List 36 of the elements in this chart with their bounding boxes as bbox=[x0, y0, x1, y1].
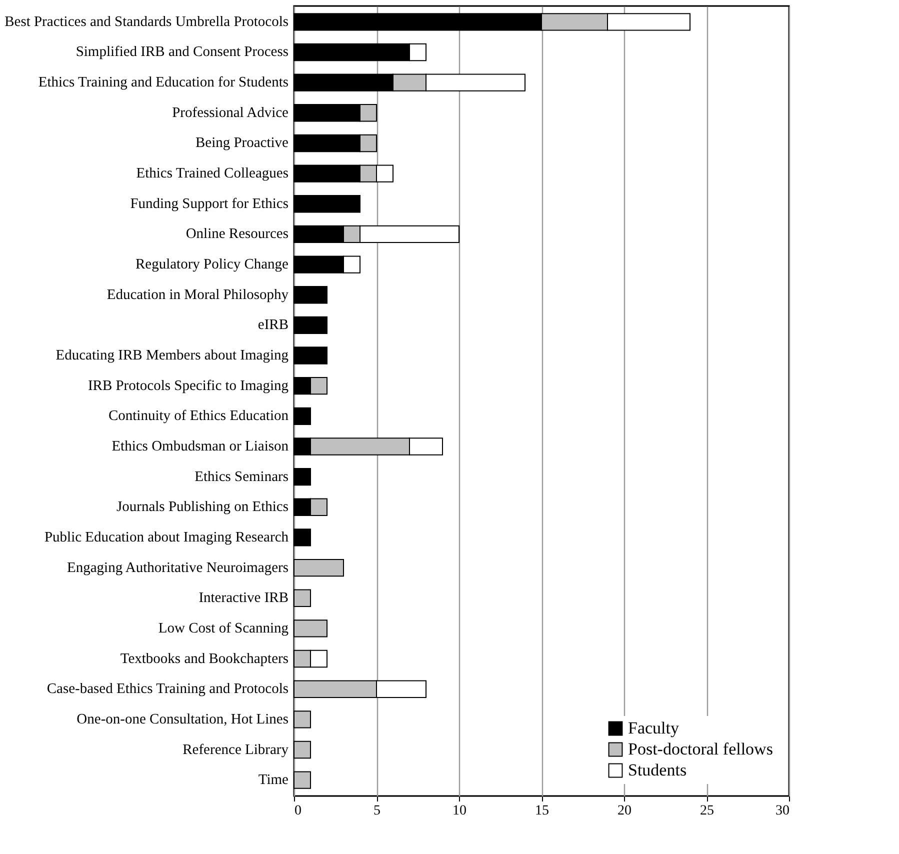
x-tick-label: 0 bbox=[294, 804, 302, 818]
y-tick-label: eIRB bbox=[258, 317, 288, 334]
y-tick-label: Interactive IRB bbox=[198, 590, 288, 606]
y-tick-label: Continuity of Ethics Education bbox=[108, 408, 290, 424]
y-tick-label: Funding Support for Ethics bbox=[130, 196, 289, 212]
legend-label: Students bbox=[628, 760, 687, 780]
y-tick-label: IRB Protocols Specific to Imaging bbox=[88, 378, 288, 394]
x-tick-label: 25 bbox=[700, 804, 714, 818]
y-tick-label: Best Practices and Standards Umbrella Protocols bbox=[4, 14, 289, 30]
y-tick-label: Regulatory Policy Change bbox=[135, 256, 288, 273]
x-tick-label: 10 bbox=[452, 804, 466, 818]
y-tick-label: Public Education about Imaging Research bbox=[44, 529, 290, 546]
y-tick-label: Educating IRB Members about Imaging bbox=[56, 348, 288, 364]
y-tick-label: Education in Moral Philosophy bbox=[106, 286, 290, 303]
x-tick-label: 30 bbox=[776, 804, 790, 818]
y-tick-label: One-on-one Consultation, Hot Lines bbox=[76, 711, 289, 728]
x-tick-label: 20 bbox=[618, 804, 632, 818]
y-tick-label: Being Proactive bbox=[195, 135, 288, 152]
y-tick-label: Reference Library bbox=[182, 742, 290, 758]
y-tick-label: Low Cost of Scanning bbox=[158, 620, 288, 636]
y-tick-label: Ethics Trained Colleagues bbox=[136, 166, 289, 182]
y-tick-label: Journals Publishing on Ethics bbox=[116, 499, 289, 516]
y-tick-label: Professional Advice bbox=[172, 104, 288, 121]
y-tick-label: Ethics Ombudsman or Liaison bbox=[112, 438, 290, 454]
y-tick-label: Ethics Seminars bbox=[194, 468, 289, 485]
y-tick-label: Case-based Ethics Training and Protocols bbox=[46, 681, 289, 698]
y-tick-label: Simplified IRB and Consent Process bbox=[76, 44, 289, 60]
legend-label: Post-doctoral fellows bbox=[628, 740, 773, 758]
x-tick-label: 5 bbox=[374, 804, 380, 818]
y-tick-label: Textbooks and Bookchapters bbox=[120, 650, 289, 667]
legend-label: Faculty bbox=[628, 718, 680, 738]
y-tick-label: Ethics Training and Education for Students bbox=[38, 74, 289, 91]
x-tick-label: 15 bbox=[535, 804, 549, 818]
y-tick-label: Time bbox=[258, 772, 288, 788]
y-tick-label: Online Resources bbox=[186, 226, 289, 242]
y-tick-label: Engaging Authoritative Neuroimagers bbox=[67, 560, 289, 576]
